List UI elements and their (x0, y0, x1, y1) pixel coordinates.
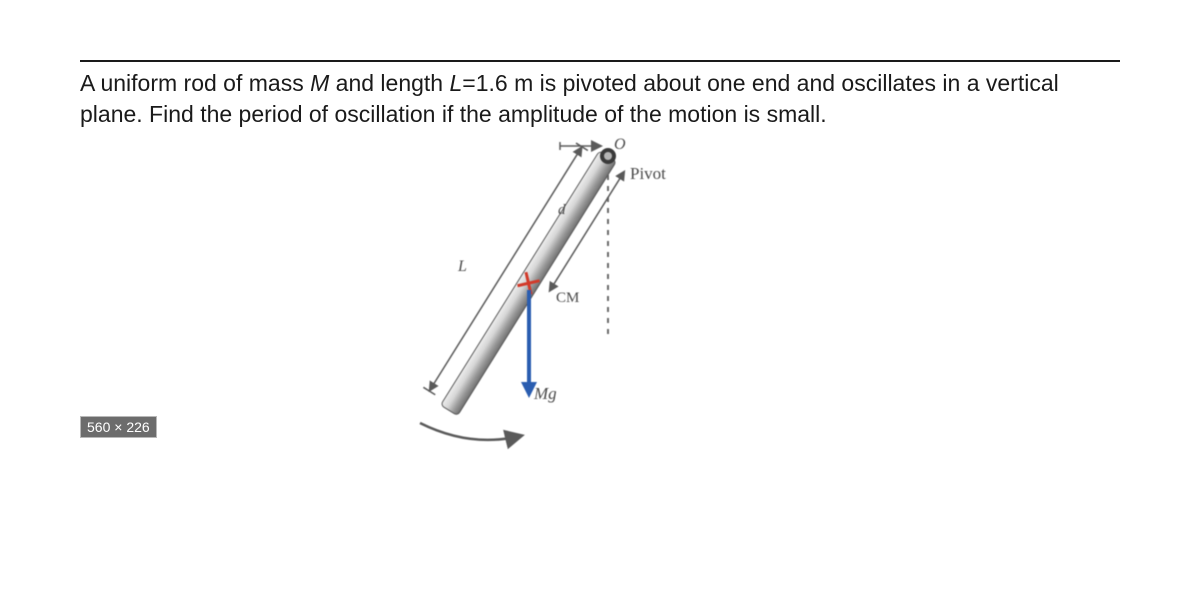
pivot-top-arrow (560, 142, 600, 150)
label-Mg: Mg (534, 384, 557, 404)
swing-arc (420, 423, 520, 440)
label-CM: CM (556, 290, 579, 307)
size-badge: 560 × 226 (80, 416, 157, 438)
var-L: L (449, 70, 462, 96)
var-M: M (310, 70, 329, 96)
problem-text: A uniform rod of mass M and length L=1.6… (80, 68, 1120, 130)
label-L: L (458, 258, 467, 276)
figure-area: O Pivot CM Mg L d 560 × 226 (80, 138, 1120, 498)
pt-eq: =1.6 m (462, 70, 533, 96)
pt-1: A uniform rod of mass (80, 70, 310, 96)
label-O: O (614, 136, 626, 154)
pendulum-diagram: O Pivot CM Mg L d (360, 138, 720, 468)
pt-2: and length (329, 70, 449, 96)
label-d: d (558, 202, 566, 219)
label-pivot: Pivot (630, 164, 666, 184)
pivot-dot-inner (604, 152, 612, 160)
top-rule (80, 60, 1120, 62)
